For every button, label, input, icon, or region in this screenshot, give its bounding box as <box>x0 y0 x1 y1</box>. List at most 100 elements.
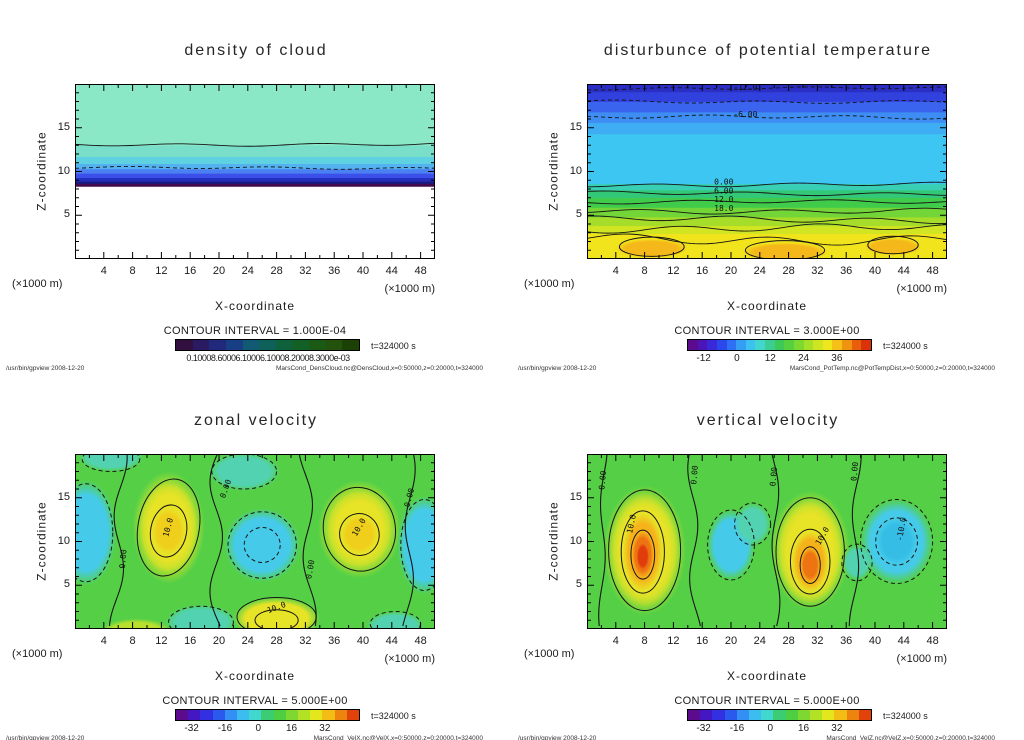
x-tick-label: 32 <box>811 635 824 647</box>
colorbar <box>175 709 360 721</box>
x-tick-label: 24 <box>241 635 254 647</box>
x-tick-label: 4 <box>100 635 107 647</box>
colorbar-cell <box>755 340 765 350</box>
colorbar-cell <box>858 710 872 720</box>
x-tick-label: 4 <box>100 265 107 277</box>
colorbar-cell <box>832 340 842 350</box>
colorbar-cell <box>334 710 347 720</box>
colorbar-cell <box>846 710 859 720</box>
colorbar-tick-label: 0 <box>734 353 740 364</box>
colorbar-tick-label: 16 <box>285 723 298 734</box>
y-tick-label: 5 <box>575 578 582 591</box>
colorbar-cell <box>716 340 727 350</box>
contour-interval-label: CONTOUR INTERVAL = 1.000E-04 <box>163 325 347 337</box>
colorbar-cell <box>212 710 225 720</box>
colorbar-cell <box>298 710 311 720</box>
x-tick-label: 44 <box>385 635 398 647</box>
x-tick-label: 20 <box>724 635 738 647</box>
x-tick-label: 16 <box>696 265 709 277</box>
colorbar-cell <box>842 340 852 350</box>
colorbar-cell <box>342 340 360 350</box>
colorbar-cell <box>761 710 774 720</box>
colorbar-cell <box>784 340 794 350</box>
colorbar-cell <box>813 340 823 350</box>
colorbar-cell <box>242 340 260 350</box>
colorbar-cell <box>707 340 717 350</box>
x-tick-label: 28 <box>782 635 795 647</box>
y-tick-label: 10 <box>569 164 582 177</box>
x-axis-unit-label: (×1000 m) <box>384 283 435 295</box>
colorbar-cell <box>765 340 775 350</box>
colorbar-cell <box>712 710 725 720</box>
contour-interval-label: CONTOUR INTERVAL = 5.000E+00 <box>674 695 860 707</box>
colorbar-tick-label: 32 <box>831 723 843 734</box>
colorbar-cell <box>736 710 750 720</box>
panel-title: zonal velocity <box>193 412 319 429</box>
panel-zonal-velocity: zonal velocity Z-coordinate 5 10 15 4 8 12 16… <box>0 382 512 740</box>
x-tick-label: 28 <box>270 635 283 647</box>
x-tick-label: 44 <box>897 265 910 277</box>
colorbar-cell <box>200 710 213 720</box>
time-label: t=324000 s <box>371 341 416 351</box>
colorbar-caption: 0.10008.60006.10006.10008.20008.3000e-03 <box>186 353 350 363</box>
x-tick-label: 40 <box>356 635 370 647</box>
colorbar-cell <box>861 340 871 350</box>
x-tick-label: 8 <box>641 265 648 277</box>
colorbar-cell <box>749 710 762 720</box>
y-tick-label: 15 <box>569 490 582 503</box>
x-tick-label: 12 <box>155 635 168 647</box>
colorbar-cell <box>834 710 847 720</box>
y-axis-unit-label: (×1000 m) <box>524 278 575 290</box>
colorbar-cell <box>745 340 756 350</box>
colorbar-cell <box>346 710 360 720</box>
y-tick-label: 5 <box>575 208 582 221</box>
colorbar-cell <box>803 340 814 350</box>
contour-interval-label: CONTOUR INTERVAL = 3.000E+00 <box>674 325 860 337</box>
colorbar-cell <box>774 340 785 350</box>
colorbar-cell <box>851 340 862 350</box>
x-tick-label: 28 <box>782 265 795 277</box>
panel-potential-temperature-disturbance: disturbunce of potential temperature Z-c… <box>512 12 1024 382</box>
x-tick-label: 8 <box>129 635 136 647</box>
colorbar-tick-label: 36 <box>831 353 843 364</box>
x-tick-label: 20 <box>212 635 226 647</box>
x-tick-label: 8 <box>129 265 136 277</box>
colorbar-tick-label: -32 <box>696 723 711 734</box>
colorbar-cell <box>261 710 274 720</box>
colorbar-tick-label: 12 <box>764 353 776 364</box>
footer-dataset-label: MarsCond_DensCloud.nc@DensCloud,x=0:5000… <box>276 365 483 372</box>
colorbar-cell <box>785 710 798 720</box>
colorbar-tick-label: -16 <box>217 723 233 734</box>
colorbar-cell <box>700 710 713 720</box>
y-tick-label: 10 <box>57 534 70 547</box>
footer-command-label: /usr/bin/gpview 2008-12-20 <box>6 735 85 740</box>
footer-dataset-label: MarsCond_VelX.nc@VelX,x=0:50000,z=0:2000… <box>313 735 483 740</box>
panel-title: density of cloud <box>184 42 328 59</box>
y-tick-label: 5 <box>63 578 70 591</box>
colorbar-cell <box>688 340 698 350</box>
colorbar-cell <box>224 710 238 720</box>
colorbar <box>687 339 872 351</box>
colorbar-cell <box>726 340 737 350</box>
x-tick-label: 36 <box>840 265 853 277</box>
x-tick-label: 28 <box>270 265 283 277</box>
colorbar-cell <box>773 710 786 720</box>
colorbar-cell <box>322 710 335 720</box>
colorbar-cell <box>797 710 811 720</box>
contour-plot-canvas <box>75 84 435 259</box>
colorbar-cell <box>688 710 701 720</box>
x-tick-label: 16 <box>184 265 197 277</box>
colorbar-tick-label: 0 <box>767 723 774 734</box>
x-tick-label: 32 <box>299 635 312 647</box>
y-axis-unit-label: (×1000 m) <box>12 648 63 660</box>
y-tick-label: 10 <box>57 164 70 177</box>
colorbar <box>687 709 872 721</box>
contour-plot-canvas <box>587 454 947 629</box>
colorbar-cell <box>724 710 737 720</box>
colorbar-cell <box>325 340 343 350</box>
x-axis-unit-label: (×1000 m) <box>896 653 947 665</box>
colorbar-cell <box>793 340 804 350</box>
colorbar-cell <box>697 340 708 350</box>
